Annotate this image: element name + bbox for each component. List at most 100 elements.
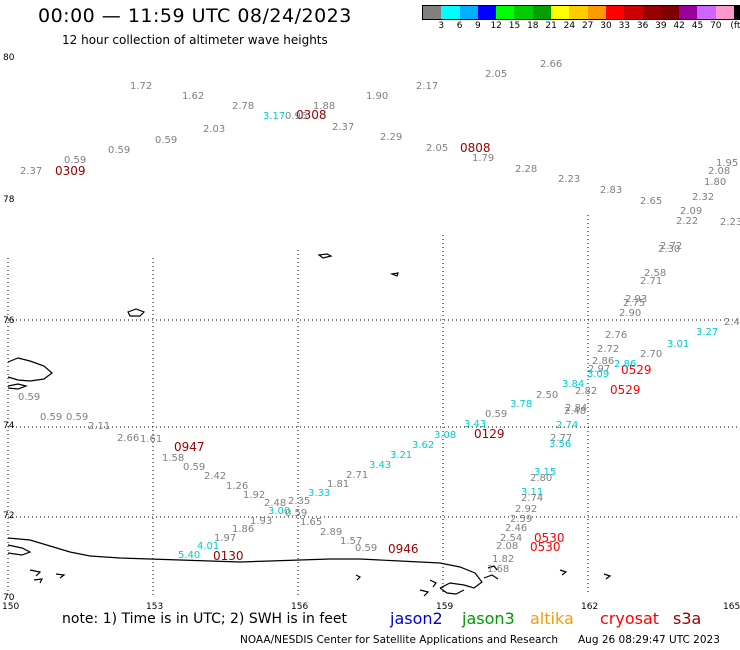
legend-swatch	[459, 6, 478, 19]
lon-label: 162	[581, 602, 598, 612]
time-label: 0947	[174, 440, 205, 454]
wave-height-label: 2.08	[708, 166, 730, 177]
wave-height-label: 2.74	[556, 420, 578, 431]
legend-swatch	[605, 6, 625, 19]
wave-height-label: 2.72	[597, 344, 619, 355]
lat-label: 70	[3, 593, 15, 603]
time-label: 0308	[296, 108, 327, 122]
wave-height-label: 0.59	[40, 412, 62, 423]
legend-swatch	[423, 6, 442, 19]
legend-swatch	[477, 6, 497, 19]
legend-swatch	[532, 6, 552, 19]
wave-height-label: 2.4	[724, 317, 740, 328]
wave-height-label: 3.09	[587, 369, 609, 380]
wave-height-label: 1.82	[492, 554, 514, 565]
wave-height-label: 0.59	[64, 155, 86, 166]
wave-height-label: 1.90	[366, 91, 388, 102]
wave-height-label: 0.59	[355, 543, 377, 554]
legend-swatch	[569, 6, 588, 19]
time-label: 0530	[530, 540, 561, 554]
wave-height-label: 2.08	[496, 541, 518, 552]
legend-tick-label: 12	[490, 21, 502, 31]
legend-tick-label: 24	[563, 21, 576, 31]
legend-tick-label: 3	[438, 21, 445, 31]
wave-height-label: 3.84	[562, 379, 584, 390]
wave-height-label: 1.95	[716, 158, 738, 169]
wave-height-label: 1.93	[250, 516, 272, 527]
wave-height-label: 3.21	[390, 450, 412, 461]
legend-swatch	[514, 6, 533, 19]
legend-swatch	[551, 6, 570, 19]
wave-height-label: 0.59	[285, 508, 307, 519]
wave-height-label: 2.86	[592, 356, 614, 367]
wave-height-label: 1.72	[130, 81, 152, 92]
legend-tick-label: 42	[673, 21, 685, 31]
wave-height-label: 0.59	[108, 145, 130, 156]
legend-tick-label: 39	[655, 21, 667, 31]
lat-label: 80	[3, 53, 15, 63]
lon-label: 153	[146, 602, 163, 612]
satellite-label-jason3: jason3	[462, 609, 515, 628]
wave-height-label: 2.93	[625, 294, 647, 305]
wave-height-label: 2.83	[600, 185, 622, 196]
wave-height-label: 5.40	[178, 550, 200, 561]
wave-height-label: 2.48	[264, 498, 286, 509]
legend-swatch	[441, 6, 460, 19]
wave-height-label: 0.59	[155, 135, 177, 146]
page-title: 00:00 — 11:59 UTC 08/24/2023	[38, 5, 352, 27]
wave-height-label: 0.96	[285, 111, 307, 122]
wave-height-label: 2.22	[676, 216, 698, 227]
wave-height-label: 2.23	[558, 174, 580, 185]
wave-height-label: 2.76	[605, 330, 627, 341]
legend-tick-label: 33	[618, 21, 631, 31]
wave-height-label: 0.59	[66, 412, 88, 423]
legend-tick-label: 21	[545, 21, 557, 31]
wave-height-label: 2.37	[332, 122, 354, 133]
wave-height-label: 2.97	[588, 364, 610, 375]
time-label: 0309	[55, 164, 86, 178]
wave-height-label: 2.90	[619, 308, 641, 319]
wave-height-label: 2.77	[550, 433, 572, 444]
wave-height-label: 3.43	[464, 419, 486, 430]
wave-height-label: 2.82	[575, 386, 597, 397]
wave-height-label: 3.33	[308, 488, 330, 499]
wave-height-label: 2.70	[640, 349, 662, 360]
wave-height-label: 3.00	[268, 506, 290, 517]
wave-height-label: 3.01	[667, 339, 689, 350]
time-label: 0529	[621, 363, 652, 377]
note-text: note: 1) Time is in UTC; 2) SWH is in fe…	[62, 611, 348, 627]
time-label: 0130	[213, 549, 244, 563]
wave-height-label: 3.15	[534, 467, 556, 478]
wave-height-label: 1.65	[300, 517, 322, 528]
time-label: 0530	[534, 531, 565, 545]
wave-height-label: 3.11	[521, 487, 543, 498]
lat-label: 76	[3, 316, 15, 326]
legend-tick-label: 9	[475, 21, 481, 31]
wave-height-label: 2.09	[680, 206, 702, 217]
wave-height-label: 2.28	[515, 164, 537, 175]
wave-height-label: 1.57	[340, 536, 362, 547]
wave-height-label: 1.97	[214, 533, 236, 544]
wave-height-label: 3.78	[510, 399, 532, 410]
wave-height-label: 2.35	[288, 496, 310, 507]
wave-height-label: 1.88	[313, 101, 335, 112]
wave-height-label: 2.86	[614, 359, 636, 370]
legend-tick-label: 6	[456, 21, 463, 31]
lat-label: 72	[3, 511, 14, 521]
wave-height-label: 2.32	[692, 192, 714, 203]
wave-height-label: 2.05	[485, 69, 507, 80]
legend-swatch	[734, 6, 740, 19]
wave-height-label: 0.59	[485, 409, 507, 420]
time-label: 0808	[460, 141, 491, 155]
wave-height-label: 2.17	[416, 81, 438, 92]
wave-height-label: 3.62	[412, 440, 434, 451]
wave-height-label: 2.65	[640, 196, 662, 207]
wave-height-label: 2.71	[346, 470, 368, 481]
lon-label: 165	[723, 602, 740, 612]
time-label: 0529	[610, 383, 641, 397]
lon-label: 156	[291, 602, 308, 612]
wave-height-label: 2.37	[20, 166, 42, 177]
